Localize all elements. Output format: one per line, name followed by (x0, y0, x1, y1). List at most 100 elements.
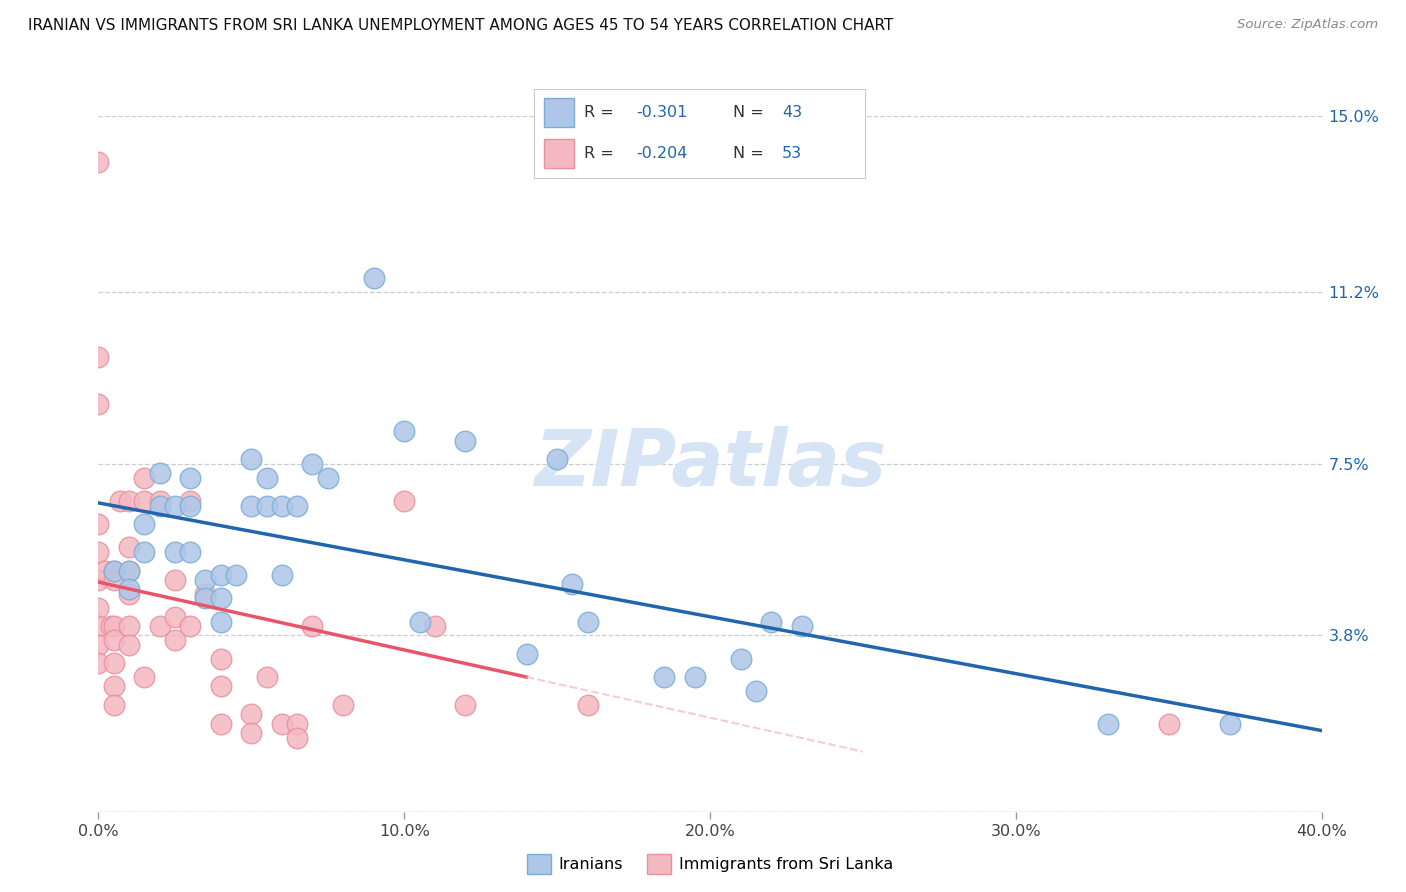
Point (103, 633, 125, 648)
Point (423, 619, 446, 633)
Point (1157, 716, 1180, 731)
Point (209, 680, 232, 694)
Point (100, 619, 122, 633)
Text: R =: R = (583, 146, 619, 161)
Point (179, 494, 201, 508)
Point (103, 680, 125, 694)
Point (576, 698, 599, 712)
Point (240, 707, 263, 722)
Point (87, 657, 110, 671)
Text: -0.204: -0.204 (637, 146, 688, 161)
Point (194, 587, 217, 601)
Point (454, 434, 477, 448)
Point (408, 615, 430, 629)
Point (454, 698, 477, 712)
Point (103, 564, 125, 578)
Text: Source: ZipAtlas.com: Source: ZipAtlas.com (1237, 18, 1378, 31)
Bar (544, 139, 574, 168)
Point (149, 494, 172, 508)
Point (285, 731, 308, 745)
Point (240, 726, 263, 740)
Point (149, 499, 172, 513)
Point (87, 517, 110, 532)
Point (561, 577, 583, 591)
Point (149, 619, 172, 633)
Point (163, 573, 186, 587)
Point (209, 651, 232, 665)
Point (118, 564, 141, 578)
Point (118, 564, 141, 578)
Point (316, 471, 339, 485)
Point (392, 494, 416, 508)
Text: -0.301: -0.301 (637, 105, 688, 120)
Point (285, 499, 308, 513)
Point (209, 615, 232, 629)
Point (256, 670, 278, 684)
Text: ZIPatlas: ZIPatlas (534, 425, 886, 502)
Point (103, 564, 125, 578)
Point (134, 545, 156, 559)
Text: 53: 53 (782, 146, 803, 161)
Point (163, 633, 186, 648)
Point (179, 619, 201, 633)
Point (134, 471, 156, 485)
Point (108, 494, 131, 508)
Point (209, 716, 232, 731)
Point (270, 499, 292, 513)
Point (163, 499, 186, 513)
Point (103, 657, 125, 671)
Point (118, 638, 141, 652)
Point (1097, 716, 1119, 731)
Point (285, 716, 308, 731)
Legend: Iranians, Immigrants from Sri Lanka: Iranians, Immigrants from Sri Lanka (520, 848, 900, 880)
Point (87, 545, 110, 559)
Point (118, 587, 141, 601)
Point (87, 155, 110, 169)
Point (240, 499, 263, 513)
Point (209, 568, 232, 582)
Point (87, 396, 110, 410)
Point (1219, 716, 1241, 731)
Point (270, 716, 292, 731)
Point (516, 647, 538, 661)
Point (240, 452, 263, 467)
Point (103, 698, 125, 712)
Point (256, 499, 278, 513)
Point (270, 568, 292, 582)
Point (301, 457, 323, 471)
Text: N =: N = (733, 146, 769, 161)
Point (194, 591, 217, 606)
Point (301, 619, 323, 633)
Y-axis label: Unemployment Among Ages 45 to 54 years: Unemployment Among Ages 45 to 54 years (0, 296, 7, 632)
Point (93, 564, 115, 578)
Text: N =: N = (733, 105, 769, 120)
Point (149, 466, 172, 480)
Point (576, 615, 599, 629)
Point (118, 494, 141, 508)
Point (332, 698, 354, 712)
Bar (544, 98, 574, 127)
Point (790, 619, 813, 633)
Point (194, 573, 217, 587)
Point (730, 651, 752, 665)
Point (179, 545, 201, 559)
Point (745, 684, 768, 698)
Point (209, 591, 232, 606)
Point (179, 499, 201, 513)
Point (179, 471, 201, 485)
Point (652, 670, 675, 684)
Point (163, 610, 186, 624)
Text: R =: R = (583, 105, 619, 120)
Point (103, 573, 125, 587)
Point (103, 619, 125, 633)
Point (118, 582, 141, 596)
Point (87, 350, 110, 364)
Point (118, 619, 141, 633)
Point (256, 471, 278, 485)
Point (392, 425, 416, 439)
Point (118, 541, 141, 555)
Point (683, 670, 706, 684)
Point (134, 670, 156, 684)
Point (134, 517, 156, 532)
Point (363, 271, 385, 285)
